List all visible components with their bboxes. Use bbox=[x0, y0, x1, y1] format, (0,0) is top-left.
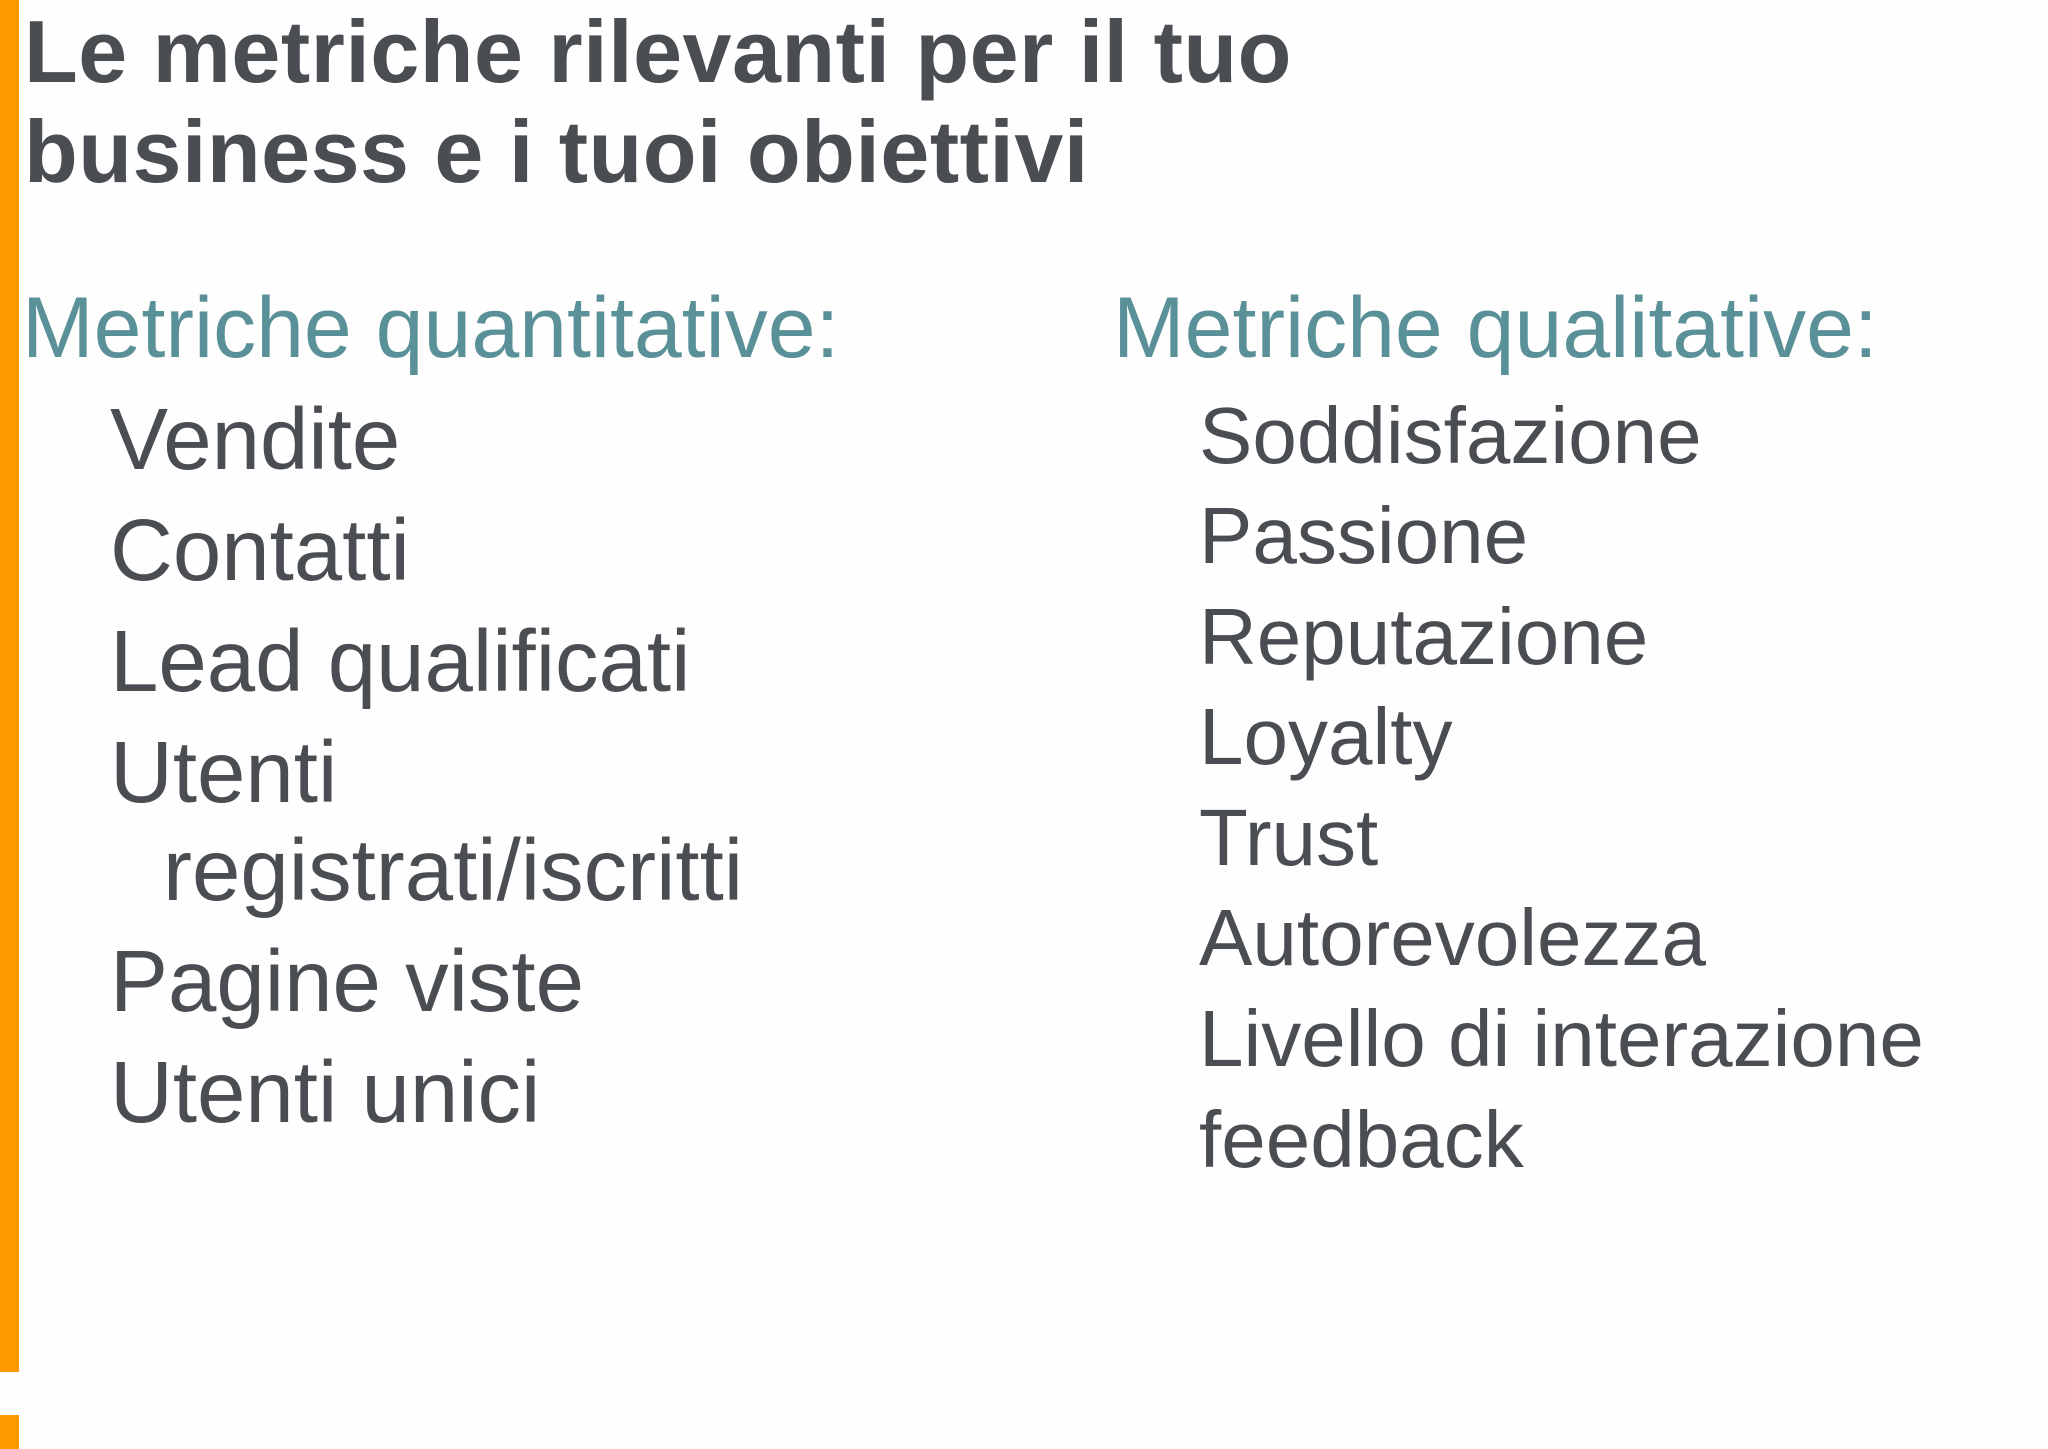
slide-title-line1: Le metriche rilevanti per il tuo bbox=[24, 2, 1292, 101]
list-item: Vendite bbox=[110, 391, 401, 488]
list-item: Utenti bbox=[110, 724, 338, 821]
list-item: Soddisfazione bbox=[1199, 391, 1702, 480]
list-item: Contatti bbox=[110, 502, 410, 599]
list-item: Autorevolezza bbox=[1199, 893, 1706, 982]
list-item: Trust bbox=[1199, 793, 1379, 882]
list-item: Reputazione bbox=[1199, 592, 1649, 681]
accent-bar bbox=[0, 0, 19, 1372]
accent-bar-bottom bbox=[0, 1415, 19, 1449]
list-item-continuation: registrati/iscritti bbox=[163, 822, 744, 919]
list-item: Loyalty bbox=[1199, 692, 1453, 781]
list-item: feedback bbox=[1199, 1095, 1524, 1184]
quantitative-heading: Metriche quantitative: bbox=[22, 280, 840, 376]
list-item: Pagine viste bbox=[110, 933, 584, 1030]
qualitative-heading: Metriche qualitative: bbox=[1113, 280, 1878, 376]
list-item: Livello di interazione bbox=[1199, 994, 1924, 1083]
list-item: Lead qualificati bbox=[110, 613, 691, 710]
list-item: Passione bbox=[1199, 491, 1529, 580]
slide-title-line2: business e i tuoi obiettivi bbox=[24, 102, 1089, 201]
list-item: Utenti unici bbox=[110, 1044, 541, 1141]
